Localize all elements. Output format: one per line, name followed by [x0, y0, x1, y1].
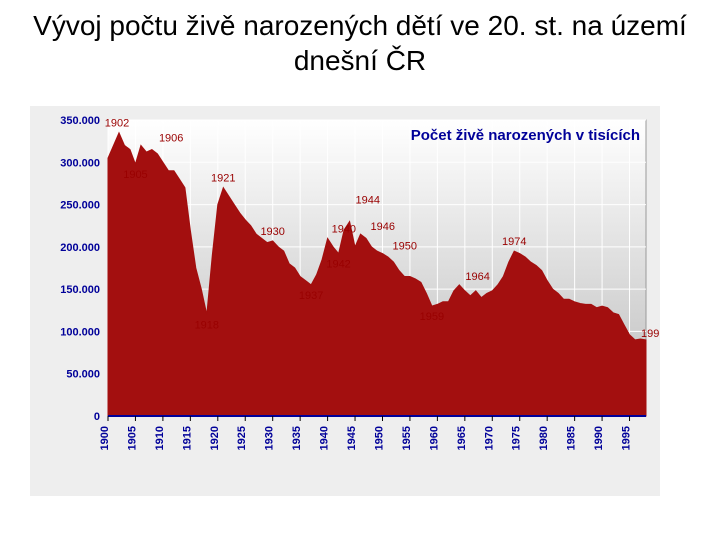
svg-text:150.000: 150.000	[60, 284, 100, 296]
svg-text:1985: 1985	[566, 426, 578, 450]
svg-text:1925: 1925	[236, 426, 248, 450]
svg-text:1921: 1921	[211, 173, 235, 185]
svg-text:1930: 1930	[260, 226, 284, 238]
svg-text:1915: 1915	[181, 426, 193, 450]
svg-text:1980: 1980	[538, 426, 550, 450]
svg-text:1900: 1900	[99, 426, 111, 450]
svg-text:300.000: 300.000	[60, 157, 100, 169]
svg-text:350.000: 350.000	[60, 115, 100, 127]
svg-text:1974: 1974	[502, 236, 526, 248]
svg-text:1937: 1937	[299, 290, 323, 302]
svg-text:1918: 1918	[195, 320, 219, 332]
svg-text:1990: 1990	[593, 426, 605, 450]
svg-text:100.000: 100.000	[60, 326, 100, 338]
svg-text:1964: 1964	[465, 271, 489, 283]
svg-text:1950: 1950	[392, 241, 416, 253]
svg-text:1905: 1905	[123, 169, 147, 181]
svg-text:1955: 1955	[401, 426, 413, 450]
svg-text:1946: 1946	[371, 221, 395, 233]
births-chart: 0 50.000 100.000 150.000 200.000 250.000 300.0…	[30, 106, 690, 496]
svg-text:1942: 1942	[326, 259, 350, 271]
svg-text:50.000: 50.000	[66, 369, 100, 381]
svg-text:1930: 1930	[264, 426, 276, 450]
svg-text:1944: 1944	[356, 194, 380, 206]
svg-text:1996: 1996	[641, 328, 660, 340]
svg-text:1905: 1905	[126, 426, 138, 450]
slide-title: Vývoj počtu živě narozených dětí ve 20. …	[30, 8, 690, 78]
svg-text:1940: 1940	[319, 426, 331, 450]
svg-text:0: 0	[94, 411, 100, 423]
svg-text:1960: 1960	[428, 426, 440, 450]
svg-text:1902: 1902	[105, 118, 129, 130]
svg-text:1945: 1945	[346, 426, 358, 450]
svg-text:1975: 1975	[511, 426, 523, 450]
svg-text:200.000: 200.000	[60, 242, 100, 254]
svg-text:250.000: 250.000	[60, 200, 100, 212]
svg-text:1995: 1995	[621, 426, 633, 450]
svg-text:1940: 1940	[332, 223, 356, 235]
svg-text:Počet živě narozených v tisící: Počet živě narozených v tisících	[411, 127, 640, 144]
svg-text:1935: 1935	[291, 426, 303, 450]
svg-text:1959: 1959	[420, 311, 444, 323]
svg-text:1965: 1965	[456, 426, 468, 450]
svg-text:1920: 1920	[209, 426, 221, 450]
svg-text:1950: 1950	[373, 426, 385, 450]
svg-text:1906: 1906	[159, 132, 183, 144]
svg-text:1910: 1910	[154, 426, 166, 450]
svg-text:1970: 1970	[483, 426, 495, 450]
